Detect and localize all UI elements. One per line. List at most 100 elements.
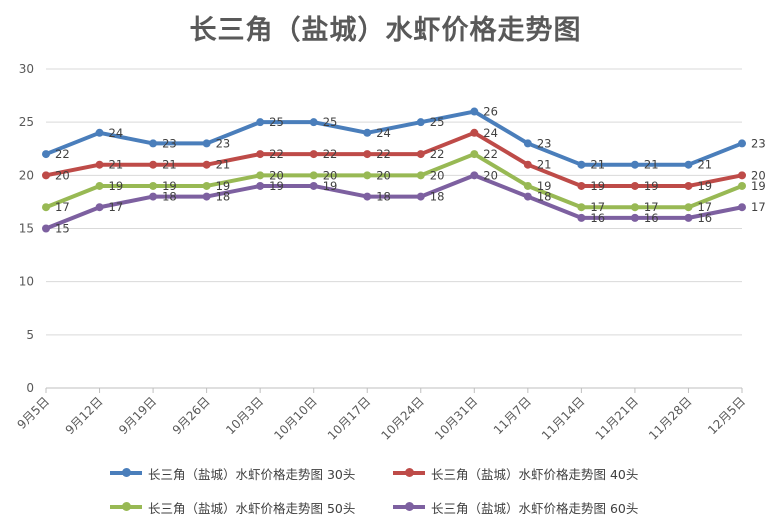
- data-point: [42, 150, 50, 159]
- data-point: [202, 181, 211, 190]
- data-point: [149, 139, 158, 148]
- legend-swatch: [110, 502, 142, 512]
- data-label: 21: [162, 158, 177, 172]
- y-tick-label: 10: [19, 275, 34, 289]
- data-label: 15: [55, 222, 70, 236]
- data-point: [738, 171, 746, 180]
- gridlines: [46, 68, 742, 389]
- legend-item: 长三角（盐城）水虾价格走势图 60头: [393, 498, 638, 516]
- data-label: 20: [751, 168, 766, 182]
- series-lines: [42, 107, 746, 233]
- data-point: [95, 181, 104, 190]
- legend-item: 长三角（盐城）水虾价格走势图 40头: [393, 464, 638, 482]
- data-label: 19: [162, 179, 177, 193]
- x-tick-label: 10月31日: [432, 394, 480, 442]
- data-point: [149, 160, 158, 169]
- x-tick-label: 9月26日: [170, 394, 213, 437]
- data-point: [202, 160, 211, 169]
- data-point: [470, 107, 479, 116]
- legend-label: 长三角（盐城）水虾价格走势图 50头: [148, 500, 356, 516]
- x-tick-label: 9月19日: [116, 394, 159, 437]
- data-label: 17: [590, 200, 605, 214]
- data-point: [416, 192, 425, 201]
- data-label: 23: [537, 136, 552, 150]
- data-label: 17: [55, 200, 70, 214]
- data-point: [256, 118, 265, 127]
- series-line-2: [44, 152, 744, 210]
- data-point: [577, 160, 586, 169]
- data-label: 19: [323, 179, 338, 193]
- data-point: [523, 192, 532, 201]
- data-label: 19: [590, 179, 605, 193]
- data-point: [416, 118, 425, 127]
- data-point: [523, 181, 532, 190]
- legend-label: 长三角（盐城）水虾价格走势图 40头: [431, 466, 639, 482]
- data-label: 24: [483, 126, 498, 140]
- data-point: [149, 181, 158, 190]
- data-label: 17: [109, 200, 124, 214]
- data-label: 25: [430, 115, 445, 129]
- data-point: [256, 181, 265, 190]
- y-tick-label: 30: [19, 62, 34, 76]
- data-label: 20: [483, 168, 498, 182]
- data-point: [363, 192, 372, 201]
- data-point: [95, 203, 104, 212]
- data-point: [256, 171, 265, 180]
- data-point: [363, 150, 372, 159]
- data-label: 17: [751, 200, 766, 214]
- data-point: [630, 203, 639, 212]
- data-point: [149, 192, 158, 201]
- data-label: 26: [483, 105, 498, 119]
- y-tick-label: 20: [19, 168, 34, 182]
- data-point: [630, 160, 639, 169]
- series-line-0: [44, 109, 744, 167]
- legend-swatch: [393, 502, 425, 512]
- legend-label: 长三角（盐城）水虾价格走势图 60头: [431, 500, 639, 516]
- data-label: 22: [430, 147, 445, 161]
- data-label: 19: [537, 179, 552, 193]
- legend-swatch: [393, 468, 425, 478]
- data-point: [42, 171, 50, 180]
- data-label: 25: [269, 115, 284, 129]
- data-point: [684, 181, 693, 190]
- data-label: 21: [590, 158, 605, 172]
- data-point: [309, 118, 318, 127]
- data-label: 23: [162, 136, 177, 150]
- legend-swatch: [110, 468, 142, 478]
- data-label: 19: [751, 179, 766, 193]
- data-point: [363, 128, 372, 137]
- x-tick-label: 11月14日: [539, 394, 587, 442]
- x-tick-label: 10月24日: [378, 394, 426, 442]
- data-label: 20: [430, 168, 445, 182]
- data-point: [738, 203, 746, 212]
- data-point: [202, 192, 211, 201]
- data-point: [738, 181, 746, 190]
- data-point: [416, 171, 425, 180]
- data-label: 23: [751, 136, 766, 150]
- legend-item: 长三角（盐城）水虾价格走势图 50头: [110, 498, 355, 516]
- y-tick-label: 5: [26, 328, 34, 342]
- data-point: [630, 181, 639, 190]
- data-point: [42, 203, 50, 212]
- data-label: 18: [216, 190, 231, 204]
- data-label: 20: [55, 168, 70, 182]
- data-label: 17: [644, 200, 659, 214]
- data-label: 21: [109, 158, 124, 172]
- data-point: [256, 150, 265, 159]
- data-point: [577, 213, 586, 222]
- x-tick-label: 11月7日: [491, 394, 534, 437]
- y-tick-label: 15: [19, 222, 34, 236]
- data-label: 24: [376, 126, 391, 140]
- data-label: 22: [323, 147, 338, 161]
- data-labels: 22 24 23 23 25 25 24 25 26 23 21 21 21 23 20 21 21 21 22 22…: [55, 105, 766, 236]
- x-tick-label: 12月5日: [705, 394, 748, 437]
- data-label: 19: [697, 179, 712, 193]
- legend-item: 长三角（盐城）水虾价格走势图 30头: [110, 464, 355, 482]
- series-line-1: [44, 130, 744, 188]
- data-point: [95, 160, 104, 169]
- data-label: 23: [216, 136, 231, 150]
- data-label: 21: [216, 158, 231, 172]
- data-label: 22: [55, 147, 70, 161]
- data-point: [577, 181, 586, 190]
